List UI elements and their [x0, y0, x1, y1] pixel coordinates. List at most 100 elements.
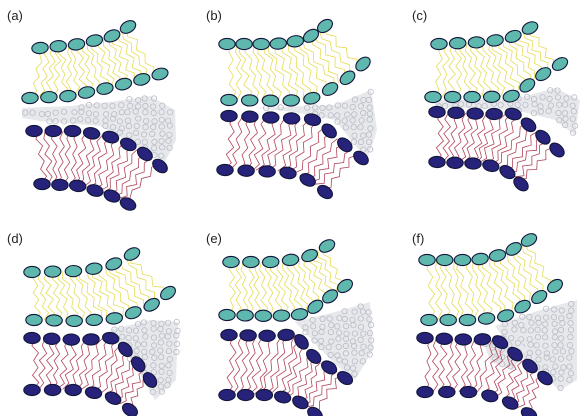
- upper-outer-headgroup: [261, 255, 280, 269]
- upper-inner-headgroup: [40, 90, 58, 104]
- lower-outer-headgroup: [68, 179, 87, 193]
- upper-lipid-tail: [472, 259, 486, 320]
- panel-f: (f): [412, 231, 577, 416]
- upper-inner-headgroup: [321, 82, 339, 96]
- upper-lipid-tail: [65, 45, 73, 97]
- lower-outer-headgroup: [520, 407, 538, 416]
- water-molecule: [568, 348, 575, 355]
- upper-lipid-tail: [453, 259, 464, 321]
- water-molecule: [336, 356, 343, 363]
- water-molecule: [116, 118, 123, 125]
- upper-lipid-tail: [62, 271, 78, 322]
- upper-lipid-tail: [276, 261, 289, 317]
- water-molecule: [349, 338, 356, 345]
- water-molecule: [52, 118, 59, 125]
- upper-inner-headgroup: [218, 308, 236, 322]
- water-molecule: [126, 132, 133, 139]
- upper-lipid-tail: [264, 43, 282, 102]
- water-molecule: [523, 93, 531, 101]
- water-molecule: [554, 87, 561, 94]
- lower-outer-headgroup: [438, 385, 456, 399]
- upper-outer-headgroup: [23, 265, 41, 279]
- upper-inner-headgroup: [420, 313, 438, 327]
- lower-lipid-tail: [92, 339, 118, 393]
- lower-lipid-tail: [242, 335, 257, 395]
- water-molecule: [46, 118, 53, 125]
- upper-inner-headgroup: [424, 90, 442, 104]
- water-molecule: [150, 362, 157, 369]
- water-molecule: [546, 95, 553, 103]
- water-molecule: [165, 362, 172, 369]
- upper-lipid-tail: [76, 44, 87, 94]
- lower-lipid-tail: [458, 339, 468, 392]
- upper-outer-headgroup: [318, 239, 336, 253]
- water-molecule: [367, 344, 374, 351]
- upper-outer-headgroup: [218, 37, 236, 51]
- water-molecule: [326, 104, 333, 111]
- upper-inner-headgroup: [282, 94, 300, 107]
- lower-lipid-tail: [119, 369, 144, 405]
- water-molecule: [566, 376, 573, 383]
- upper-lipid-tail: [122, 30, 148, 79]
- upper-lipid-tail: [86, 42, 101, 91]
- water-molecule: [135, 97, 142, 104]
- lower-inner-headgroup: [117, 341, 133, 358]
- lower-outer-headgroup: [513, 176, 529, 192]
- upper-inner-headgroup: [65, 314, 83, 328]
- water-molecule: [304, 104, 311, 111]
- lower-lipid-tail: [76, 339, 92, 390]
- water-molecule: [360, 109, 367, 117]
- water-molecule: [567, 333, 574, 341]
- water-molecule: [350, 342, 358, 350]
- lower-lipid-tail: [478, 113, 506, 164]
- upper-lipid-tail: [244, 43, 260, 102]
- water-molecule: [127, 102, 134, 110]
- water-molecule: [543, 350, 550, 357]
- water-molecule: [157, 377, 164, 384]
- upper-lipid-tail: [319, 30, 351, 74]
- water-molecule: [522, 101, 529, 108]
- upper-outer-headgroup: [448, 37, 467, 50]
- water-molecule: [277, 104, 284, 111]
- water-molecule: [541, 327, 548, 334]
- lower-lipid-tail: [254, 335, 273, 395]
- lower-outer-headgroup: [23, 383, 41, 397]
- upper-outer-headgroup: [103, 29, 121, 43]
- lower-lipid-tail: [481, 340, 501, 395]
- lower-lipid-tail: [282, 119, 310, 172]
- upper-inner-headgroup: [443, 90, 462, 104]
- lower-lipid-tail: [125, 376, 148, 408]
- water-molecule: [351, 132, 358, 139]
- lower-inner-headgroup: [101, 130, 120, 144]
- water-molecule: [351, 308, 358, 315]
- water-molecule: [567, 326, 575, 333]
- lower-lipid-tail: [469, 113, 487, 164]
- upper-inner-headgroup: [477, 312, 496, 325]
- lower-inner-headgroup: [277, 328, 295, 342]
- water-molecule: [341, 117, 348, 124]
- upper-outer-headgroup: [105, 257, 123, 271]
- water-molecule: [318, 343, 325, 351]
- water-molecule: [571, 122, 579, 129]
- lower-lipid-tail: [87, 136, 111, 189]
- lower-lipid-tail: [499, 126, 533, 169]
- water-molecule: [552, 363, 559, 370]
- water-molecule: [133, 129, 140, 136]
- upper-lipid-tail: [112, 35, 136, 83]
- water-molecule: [133, 122, 140, 130]
- water-molecule: [111, 111, 118, 118]
- lower-lipid-tail: [231, 335, 244, 395]
- water-molecule: [542, 305, 550, 312]
- lower-outer-headgroup: [459, 385, 478, 399]
- lower-lipid-tail: [476, 338, 494, 393]
- lower-outer-headgroup: [119, 197, 137, 211]
- upper-lipid-tail: [103, 38, 121, 87]
- water-molecule: [550, 369, 557, 376]
- water-molecule: [537, 108, 545, 115]
- upper-outer-headgroup: [252, 37, 270, 51]
- upper-lipid-tail: [125, 28, 155, 77]
- lower-lipid-tail: [262, 117, 286, 171]
- water-molecule: [150, 109, 157, 117]
- lower-lipid-tail: [100, 345, 121, 394]
- upper-inner-headgroup: [519, 78, 536, 93]
